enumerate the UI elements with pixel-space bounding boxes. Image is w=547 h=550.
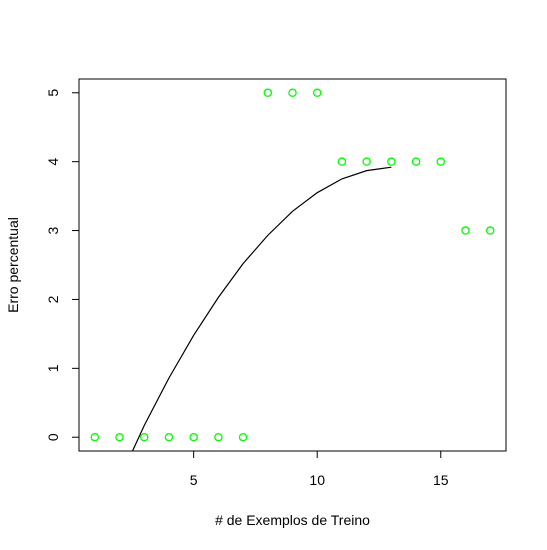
data-point [362, 157, 371, 166]
series-layer [90, 88, 495, 451]
y-axis: 0 1 2 3 4 5 [45, 89, 80, 441]
data-point [288, 88, 297, 98]
fitted-curve-line [131, 166, 392, 451]
data-point [214, 432, 223, 442]
data-point [189, 432, 198, 442]
data-point [312, 88, 322, 98]
data-point [387, 157, 396, 166]
y-tick-label: 1 [45, 364, 61, 372]
y-tick-label: 4 [45, 158, 61, 166]
data-point [263, 88, 273, 98]
plot-area-border [78, 78, 507, 452]
y-tick-label: 5 [45, 89, 61, 97]
x-tick-label: 10 [309, 472, 325, 488]
data-point [485, 226, 495, 235]
data-point [337, 157, 347, 166]
y-tick-label: 2 [45, 295, 61, 303]
data-point [238, 432, 248, 442]
y-axis-label: Erro percentual [5, 217, 21, 313]
x-tick-label: 15 [433, 472, 449, 488]
y-tick-label: 3 [45, 226, 61, 234]
data-point [411, 157, 421, 166]
x-axis-label: # de Exemplos de Treino [215, 512, 370, 528]
y-tick-label: 0 [45, 433, 61, 441]
x-axis: 5 10 15 [190, 450, 449, 488]
x-tick-label: 5 [190, 472, 198, 488]
data-point [164, 432, 174, 442]
data-point [139, 432, 149, 442]
data-point [436, 157, 446, 166]
data-point [115, 432, 124, 442]
data-point [90, 432, 100, 442]
data-point [461, 226, 470, 235]
